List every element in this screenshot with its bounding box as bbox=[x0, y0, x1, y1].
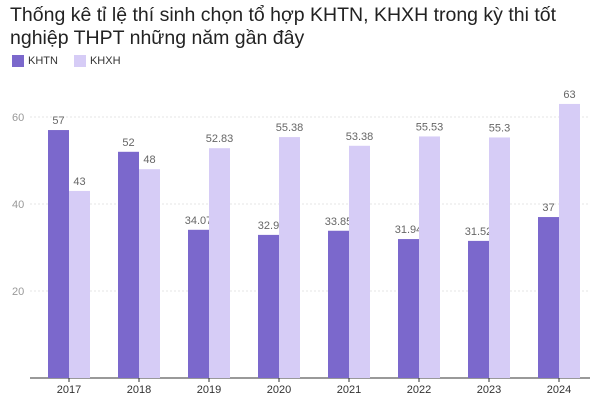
data-label-khxh: 63 bbox=[563, 89, 575, 101]
data-label-khtn: 33.85 bbox=[325, 216, 353, 228]
y-tick-label: 60 bbox=[12, 112, 24, 124]
bar-khtn bbox=[188, 229, 209, 378]
legend-label-khtn: KHTN bbox=[28, 55, 58, 67]
data-label-khtn: 31.52 bbox=[465, 226, 493, 238]
bar-khxh bbox=[209, 148, 230, 378]
legend-item-khtn: KHTN bbox=[12, 55, 58, 67]
bar-khxh bbox=[279, 137, 300, 378]
x-tick-label: 2017 bbox=[57, 384, 81, 396]
bar-khxh bbox=[69, 190, 90, 378]
data-label-khxh: 53.38 bbox=[346, 131, 374, 143]
data-label-khxh: 48 bbox=[143, 154, 155, 166]
data-label-khtn: 52 bbox=[122, 137, 134, 149]
x-tick-label: 2023 bbox=[477, 384, 501, 396]
bar-khtn bbox=[398, 239, 419, 378]
bar-khtn bbox=[328, 230, 349, 378]
data-label-khtn: 37 bbox=[542, 202, 554, 214]
x-tick-label: 2020 bbox=[267, 384, 291, 396]
legend-swatch-khtn bbox=[12, 55, 24, 67]
data-label-khxh: 55.3 bbox=[489, 122, 510, 134]
data-label-khxh: 52.83 bbox=[206, 133, 234, 145]
legend-item-khxh: KHXH bbox=[73, 55, 121, 67]
y-tick-label: 20 bbox=[12, 286, 24, 298]
legend: KHTN KHXH bbox=[12, 55, 121, 67]
x-tick-label: 2019 bbox=[197, 384, 221, 396]
x-tick-label: 2024 bbox=[547, 384, 571, 396]
bar-khxh bbox=[349, 145, 370, 378]
bar-khxh bbox=[489, 137, 510, 378]
legend-swatch-khxh bbox=[73, 55, 86, 67]
chart-title: Thống kê tỉ lệ thí sinh chọn tổ hợp KHTN… bbox=[10, 4, 557, 49]
data-label-khxh: 43 bbox=[73, 176, 85, 188]
bar-khtn bbox=[538, 217, 559, 378]
y-tick-label: 40 bbox=[12, 199, 24, 211]
x-tick-label: 2018 bbox=[127, 384, 151, 396]
bar-khtn bbox=[48, 130, 69, 378]
bar-khtn bbox=[258, 234, 279, 378]
bar-khxh bbox=[559, 103, 580, 378]
data-label-khtn: 31.94 bbox=[395, 224, 423, 236]
bar-khxh bbox=[419, 136, 440, 378]
bar-khxh bbox=[139, 169, 160, 378]
legend-label-khxh: KHXH bbox=[89, 55, 121, 67]
data-label-khtn: 57 bbox=[52, 115, 64, 127]
x-tick-label: 2022 bbox=[407, 384, 431, 396]
data-label-khtn: 34.07 bbox=[185, 215, 213, 227]
data-label-khtn: 32.9 bbox=[258, 220, 279, 232]
bar-khtn bbox=[468, 240, 489, 378]
bar-khtn bbox=[118, 151, 139, 378]
data-label-khxh: 55.38 bbox=[276, 122, 304, 134]
data-label-khxh: 55.53 bbox=[416, 121, 444, 133]
x-tick-label: 2021 bbox=[337, 384, 361, 396]
